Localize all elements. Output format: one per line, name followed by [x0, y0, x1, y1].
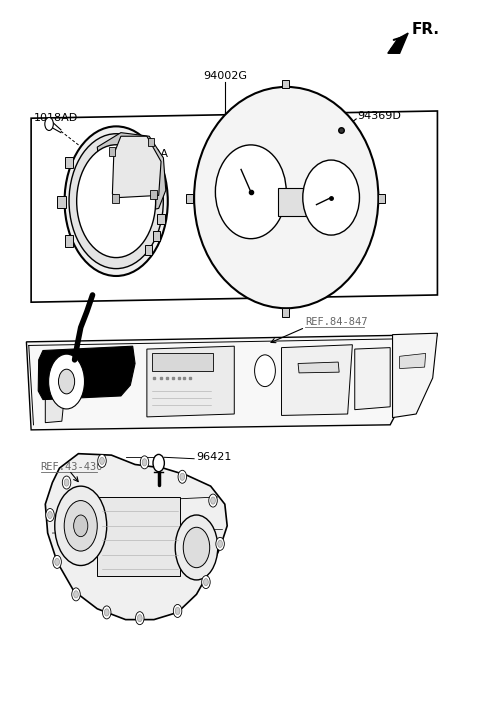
FancyBboxPatch shape — [153, 230, 160, 241]
FancyBboxPatch shape — [157, 214, 164, 225]
Text: 94369D: 94369D — [357, 111, 401, 121]
Polygon shape — [45, 398, 64, 422]
Ellipse shape — [194, 87, 379, 308]
Text: 94370A: 94370A — [126, 149, 169, 159]
Circle shape — [136, 611, 144, 624]
Circle shape — [140, 456, 149, 469]
FancyBboxPatch shape — [152, 353, 213, 371]
Ellipse shape — [76, 145, 156, 257]
Polygon shape — [355, 348, 390, 410]
FancyBboxPatch shape — [150, 190, 157, 199]
FancyBboxPatch shape — [378, 194, 385, 203]
Polygon shape — [282, 345, 352, 415]
Circle shape — [55, 558, 59, 566]
Circle shape — [211, 497, 216, 505]
Circle shape — [175, 607, 180, 614]
Circle shape — [48, 511, 53, 518]
Text: FR.: FR. — [412, 22, 439, 37]
Polygon shape — [388, 33, 408, 53]
Circle shape — [45, 118, 54, 130]
Polygon shape — [97, 132, 166, 220]
Circle shape — [64, 501, 97, 551]
Polygon shape — [45, 454, 227, 619]
Circle shape — [98, 454, 106, 467]
Text: 94002G: 94002G — [203, 71, 247, 81]
Circle shape — [174, 604, 182, 617]
Circle shape — [74, 515, 88, 537]
Polygon shape — [298, 362, 339, 373]
Polygon shape — [38, 346, 135, 400]
FancyBboxPatch shape — [186, 194, 193, 203]
Circle shape — [175, 515, 218, 580]
Polygon shape — [112, 136, 161, 198]
Circle shape — [49, 354, 85, 409]
Circle shape — [209, 494, 217, 507]
Circle shape — [153, 454, 164, 472]
FancyBboxPatch shape — [148, 137, 154, 146]
FancyBboxPatch shape — [112, 194, 119, 203]
Circle shape — [255, 355, 275, 387]
Circle shape — [53, 555, 61, 569]
Circle shape — [180, 473, 185, 481]
Polygon shape — [26, 334, 437, 430]
Circle shape — [58, 369, 75, 394]
Ellipse shape — [69, 134, 163, 269]
Circle shape — [218, 540, 222, 547]
FancyBboxPatch shape — [97, 497, 180, 577]
FancyBboxPatch shape — [145, 244, 152, 254]
Circle shape — [178, 470, 186, 483]
Circle shape — [142, 459, 147, 466]
FancyBboxPatch shape — [65, 236, 73, 247]
Text: 1018AD: 1018AD — [33, 113, 78, 123]
Circle shape — [137, 614, 142, 622]
Circle shape — [204, 579, 208, 586]
Circle shape — [102, 606, 111, 619]
Text: REF.43-430: REF.43-430 — [41, 462, 103, 473]
Circle shape — [64, 479, 69, 486]
FancyBboxPatch shape — [278, 188, 308, 216]
Circle shape — [99, 457, 104, 465]
FancyBboxPatch shape — [282, 80, 289, 89]
Polygon shape — [400, 353, 425, 369]
Text: REF.84-847: REF.84-847 — [305, 317, 368, 326]
FancyBboxPatch shape — [282, 308, 289, 317]
FancyBboxPatch shape — [65, 157, 73, 169]
Circle shape — [104, 608, 109, 616]
Ellipse shape — [216, 145, 286, 238]
Circle shape — [202, 576, 210, 589]
Text: 96421: 96421 — [196, 452, 232, 462]
Circle shape — [72, 588, 80, 601]
Circle shape — [62, 476, 71, 489]
Circle shape — [55, 486, 107, 566]
FancyBboxPatch shape — [109, 147, 115, 156]
FancyBboxPatch shape — [57, 196, 66, 208]
Ellipse shape — [303, 160, 359, 235]
Polygon shape — [392, 333, 437, 417]
Circle shape — [46, 508, 54, 521]
Polygon shape — [147, 346, 234, 417]
Circle shape — [183, 527, 210, 568]
Circle shape — [216, 537, 224, 550]
Ellipse shape — [65, 126, 168, 276]
Circle shape — [74, 591, 78, 598]
